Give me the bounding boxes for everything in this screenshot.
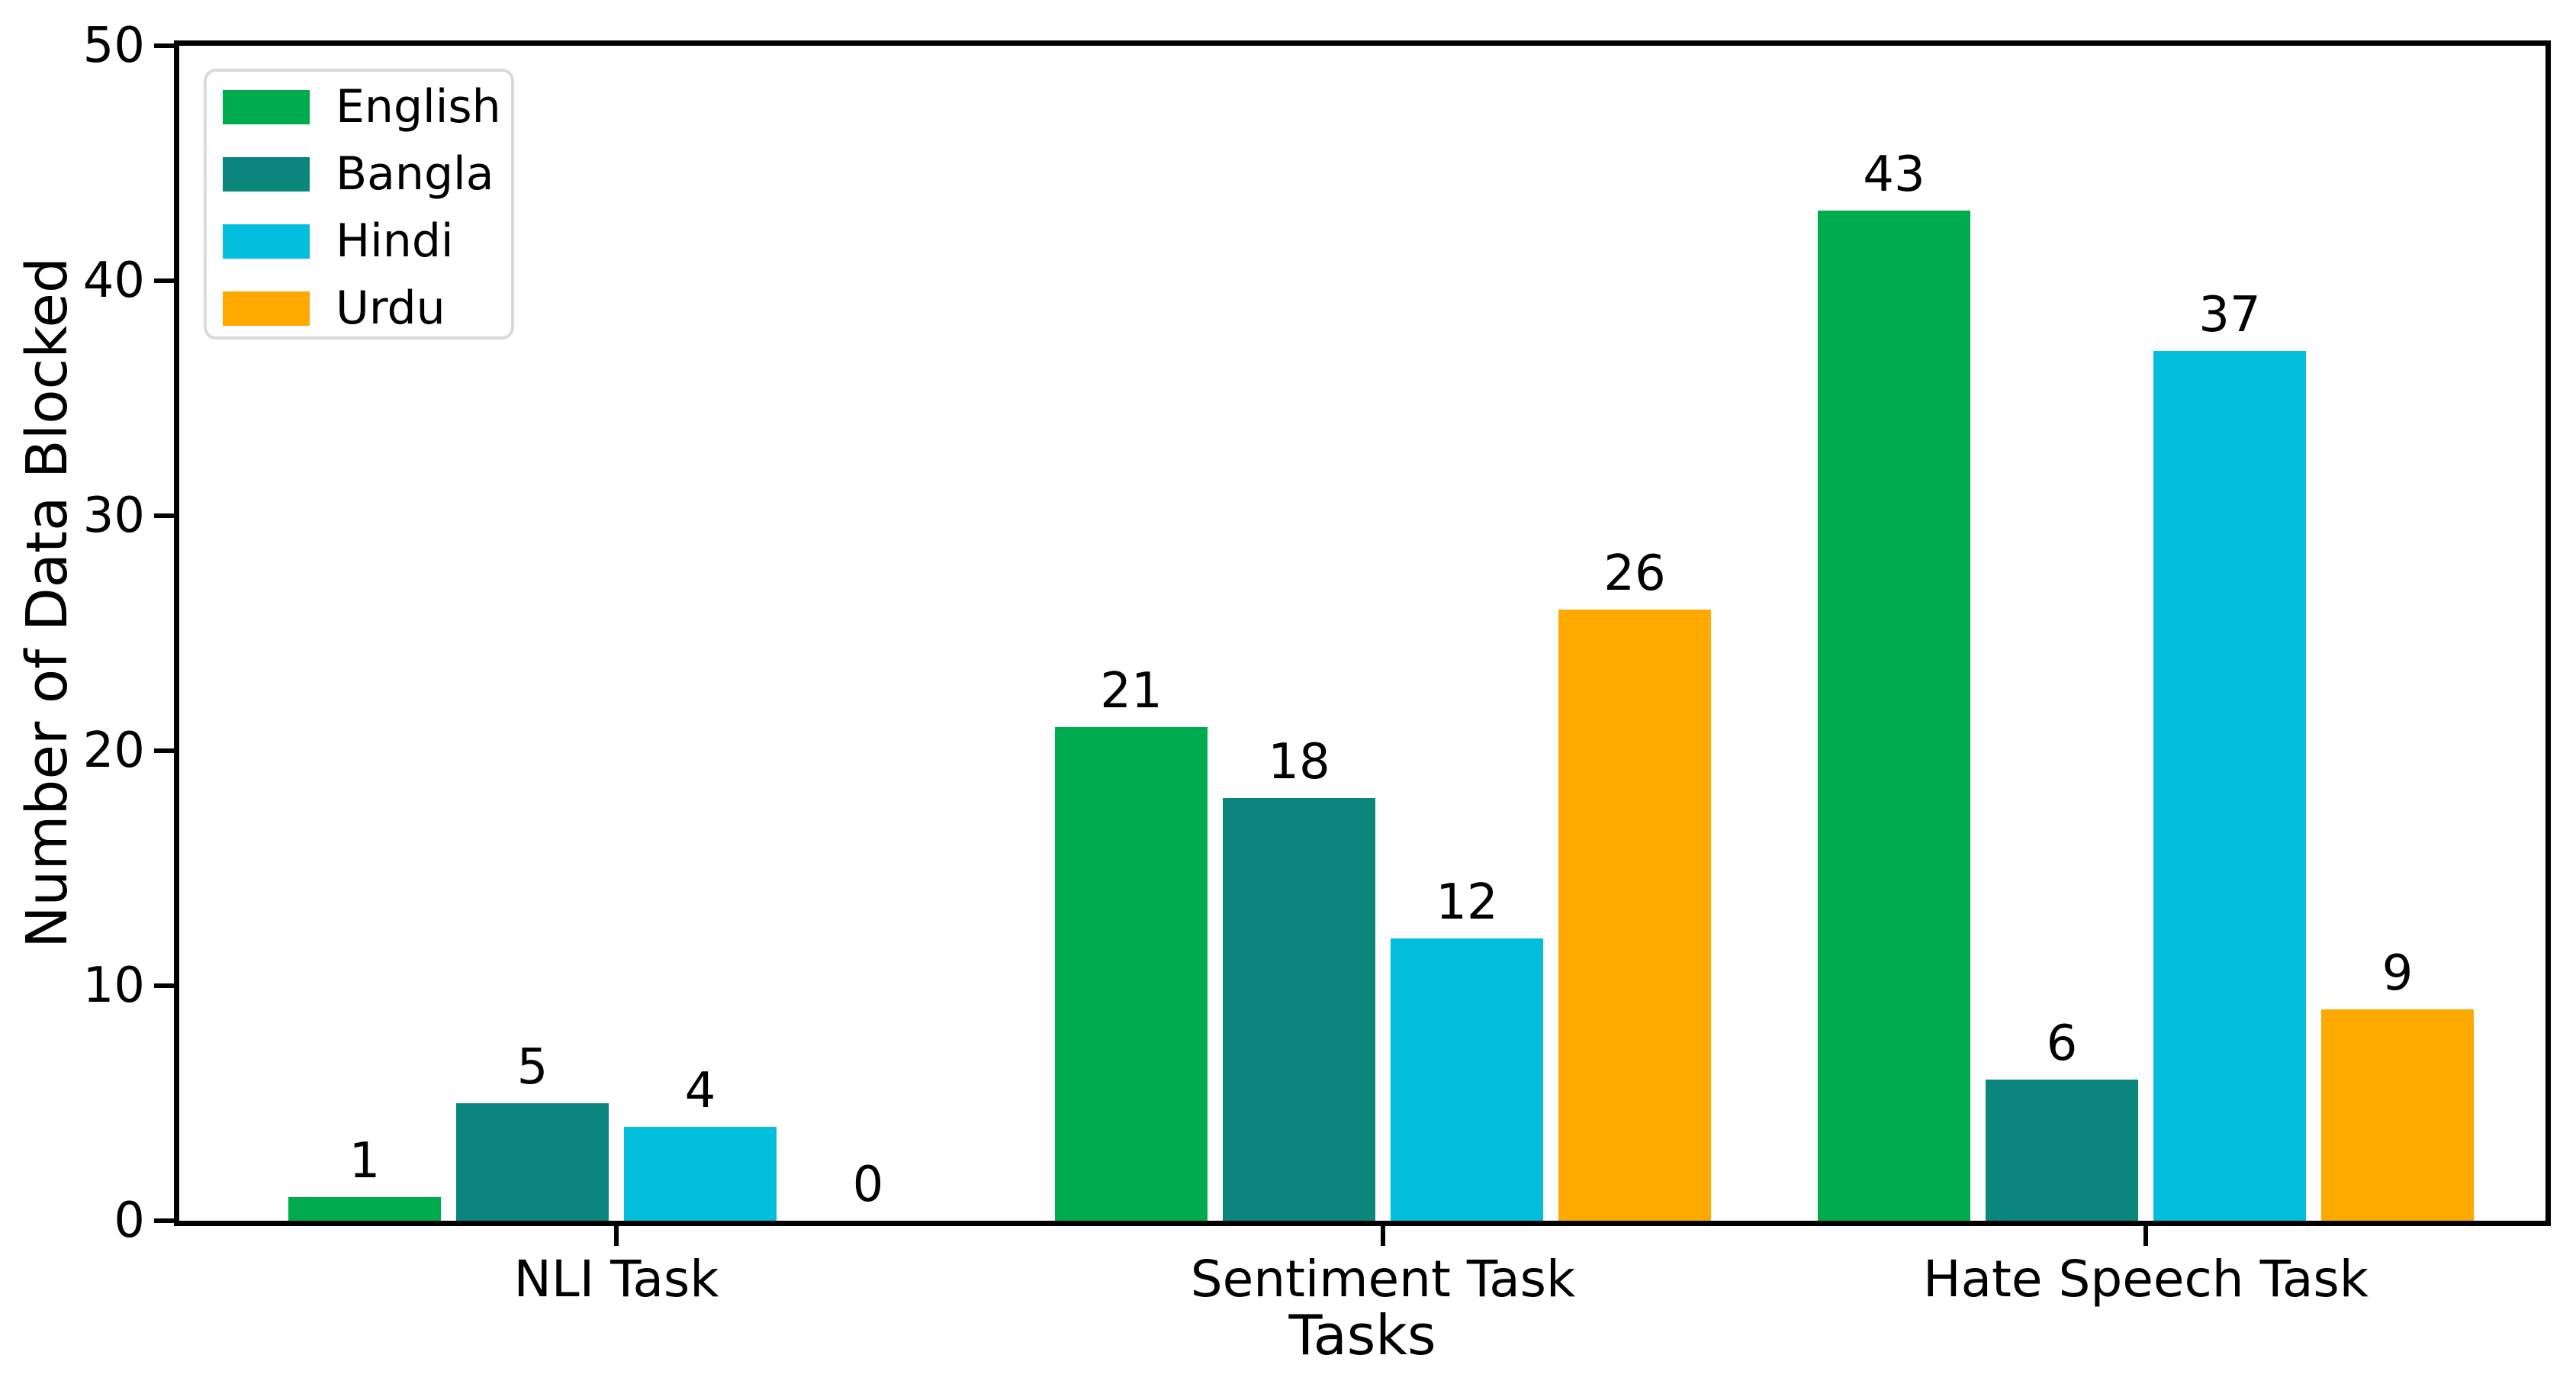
bar-hindi-hate-speech-task (2153, 351, 2306, 1221)
bar-value-label: 37 (2198, 287, 2261, 343)
bar-bangla-hate-speech-task (1986, 1080, 2138, 1221)
bar-value-label: 1 (349, 1133, 381, 1189)
bar-value-label: 5 (516, 1039, 548, 1096)
bar-bangla-sentiment-task (1223, 798, 1375, 1221)
y-tick (154, 1218, 174, 1223)
x-tick (1381, 1226, 1385, 1246)
bar-value-label: 18 (1268, 734, 1330, 790)
plot-area: 1 5 4 0 21 18 12 26 43 6 37 9 English Bangla Hindi Urd… (174, 40, 2551, 1226)
y-tick (154, 748, 174, 753)
legend-item-hindi: Hindi (223, 214, 511, 268)
bar-value-label: 9 (2381, 945, 2414, 1002)
y-tick-label: 10 (82, 958, 145, 1014)
x-tick (614, 1226, 619, 1246)
x-tick-label: NLI Task (513, 1250, 719, 1308)
legend-swatch-hindi (223, 224, 310, 259)
y-axis-title: Number of Data Blocked (14, 257, 80, 948)
bar-value-label: 0 (852, 1157, 884, 1213)
bar-value-label: 4 (684, 1063, 716, 1119)
y-tick-label: 30 (82, 488, 145, 544)
bar-value-label: 43 (1863, 146, 1925, 203)
legend-item-bangla: Bangla (223, 147, 511, 201)
bar-value-label: 6 (2046, 1015, 2078, 1072)
legend-swatch-english (223, 90, 310, 124)
bar-value-label: 26 (1603, 546, 1666, 602)
bar-urdu-hate-speech-task (2321, 1009, 2474, 1221)
legend-swatch-bangla (223, 157, 310, 192)
bar-english-sentiment-task (1055, 727, 1208, 1221)
bar-bangla-nli-task (456, 1103, 609, 1221)
y-tick (154, 278, 174, 283)
legend-label: English (336, 80, 501, 134)
legend-item-english: English (223, 80, 511, 134)
legend-label: Urdu (336, 282, 445, 335)
x-axis-title: Tasks (1288, 1303, 1436, 1367)
bar-hindi-sentiment-task (1391, 938, 1543, 1221)
bar-english-nli-task (288, 1197, 441, 1221)
x-tick-label: Hate Speech Task (1922, 1250, 2369, 1308)
y-tick (154, 513, 174, 518)
bar-urdu-sentiment-task (1558, 610, 1711, 1221)
legend-item-urdu: Urdu (223, 282, 511, 335)
y-tick (154, 983, 174, 988)
legend-swatch-urdu (223, 291, 310, 326)
bar-english-hate-speech-task (1818, 211, 1970, 1221)
bar-hindi-nli-task (624, 1127, 777, 1221)
legend-label: Bangla (336, 147, 494, 201)
y-tick (154, 43, 174, 48)
y-tick-label: 0 (114, 1192, 145, 1249)
y-tick-label: 40 (82, 253, 145, 309)
x-tick (2143, 1226, 2148, 1246)
bar-value-label: 12 (1436, 874, 1498, 931)
y-tick-label: 20 (82, 723, 145, 779)
legend: English Bangla Hindi Urdu (204, 69, 514, 340)
bar-value-label: 21 (1100, 663, 1163, 719)
legend-label: Hindi (336, 214, 454, 268)
x-tick-label: Sentiment Task (1190, 1250, 1576, 1308)
y-tick-label: 50 (82, 18, 145, 74)
